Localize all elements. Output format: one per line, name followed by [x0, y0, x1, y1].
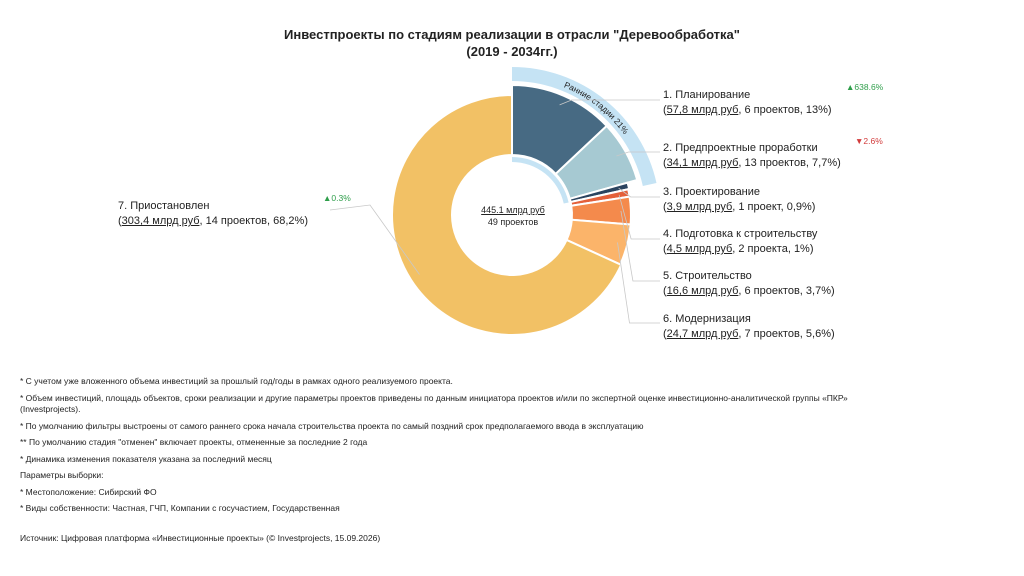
slice-label-name: 7. Приостановлен	[118, 200, 210, 212]
early-stages-inner-arc	[512, 157, 569, 204]
slice-label-name: 6. Модернизация	[663, 313, 751, 325]
slice-label: 2. Предпроектные проработки (34,1 млрд ру…	[663, 141, 841, 171]
slice-label: 7. Приостановлен (303,4 млрд руб, 14 прое…	[118, 199, 308, 229]
footnote: Параметры выборки:	[20, 470, 104, 480]
slice-label-details: (16,6 млрд руб, 6 проектов, 3,7%)	[663, 285, 835, 297]
slice-label: 5. Строительство (16,6 млрд руб, 6 проект…	[663, 269, 835, 299]
donut-center-summary: 445.1 млрд руб 49 проектов	[468, 204, 558, 228]
center-projects: 49 проектов	[487, 217, 539, 227]
center-total[interactable]: 445.1 млрд руб	[481, 205, 545, 215]
footnotes: * С учетом уже вложенного объема инвести…	[20, 376, 880, 520]
slice-label: 3. Проектирование (3,9 млрд руб, 1 проект…	[663, 185, 815, 215]
slice-label-name: 1. Планирование	[663, 89, 751, 101]
slice-label-details: (34,1 млрд руб, 13 проектов, 7,7%)	[663, 157, 841, 169]
slice-label-details: (57,8 млрд руб, 6 проектов, 13%)	[663, 104, 832, 116]
slice-label-name: 4. Подготовка к строительству	[663, 228, 818, 240]
slice-amount-link[interactable]: 34,1 млрд руб	[666, 157, 739, 169]
leader-line	[329, 204, 420, 275]
pie-slice[interactable]	[391, 93, 623, 336]
footnote: ** По умолчанию стадия "отменен" включае…	[20, 437, 368, 447]
footnote: * С учетом уже вложенного объема инвести…	[20, 376, 453, 386]
early-stages-outer-arc	[512, 67, 657, 186]
slice-label-name: 2. Предпроектные проработки	[663, 142, 818, 154]
chart-title-line2: (2019 - 2034гг.)	[466, 44, 558, 59]
pie-slice[interactable]	[554, 124, 639, 201]
footnote: * Объем инвестиций, площадь объектов, ср…	[20, 392, 848, 415]
slice-amount-link[interactable]: 4,5 млрд руб	[666, 243, 733, 255]
slice-amount-link[interactable]: 303,4 млрд руб	[121, 215, 200, 227]
footnote: * Динамика изменения показателя указана …	[20, 453, 272, 464]
change-badge: ▲0.3%	[323, 193, 351, 203]
change-badge: ▲638.6%	[846, 82, 884, 92]
leader-line	[617, 242, 660, 324]
slice-label-details: (3,9 млрд руб, 1 проект, 0,9%)	[663, 201, 816, 213]
change-badge: ▼2.6%	[855, 136, 883, 146]
slice-label-details: (4,5 млрд руб, 2 проекта, 1%)	[663, 243, 814, 255]
leader-line	[616, 151, 660, 157]
slice-label-details: (24,7 млрд руб, 7 проектов, 5,6%)	[663, 328, 835, 340]
slice-label: 4. Подготовка к строительству (4,5 млрд р…	[663, 227, 817, 257]
leader-line	[618, 194, 660, 240]
slice-amount-link[interactable]: 3,9 млрд руб	[666, 201, 733, 213]
leader-line	[618, 187, 660, 198]
chart-title: Инвестпроекты по стадиям реализации в от…	[0, 26, 1024, 60]
footnote: * Местоположение: Сибирский ФО	[20, 486, 157, 497]
slice-label-details: (303,4 млрд руб, 14 проектов, 68,2%)	[118, 215, 308, 227]
chart-title-line1: Инвестпроекты по стадиям реализации в от…	[284, 27, 740, 42]
slice-label-name: 3. Проектирование	[663, 186, 761, 198]
footnote: * Виды собственности: Частная, ГЧП, Комп…	[20, 503, 340, 513]
slice-amount-link[interactable]: 24,7 млрд руб	[666, 328, 739, 340]
slice-label-name: 5. Строительство	[663, 270, 752, 282]
source-line: Источник: Цифровая платформа «Инвестицио…	[20, 533, 381, 543]
slice-amount-link[interactable]: 57,8 млрд руб	[666, 104, 739, 116]
footnote: * По умолчанию фильтры выстроены от само…	[20, 420, 644, 431]
leader-line	[620, 210, 660, 282]
slice-label: 1. Планирование (57,8 млрд руб, 6 проекто…	[663, 88, 832, 118]
slice-label: 6. Модернизация (24,7 млрд руб, 7 проекто…	[663, 312, 835, 342]
leader-line	[559, 99, 660, 106]
slice-amount-link[interactable]: 16,6 млрд руб	[666, 285, 739, 297]
